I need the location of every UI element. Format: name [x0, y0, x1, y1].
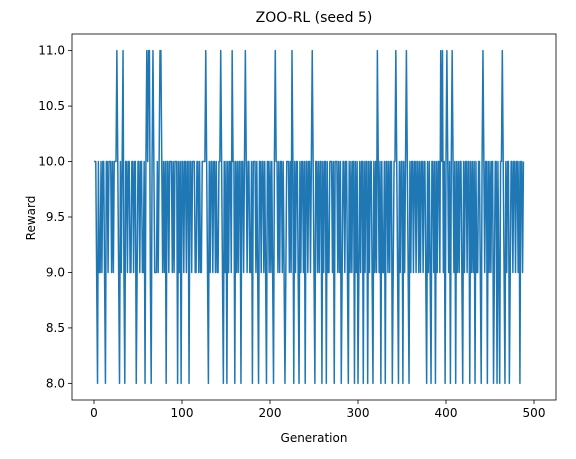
y-tick-label: 10.5 — [38, 99, 65, 113]
x-tick-label: 400 — [435, 406, 458, 420]
chart-title: ZOO-RL (seed 5) — [256, 10, 373, 26]
x-tick-label: 300 — [347, 406, 370, 420]
y-tick-label: 11.0 — [38, 44, 65, 58]
y-tick-label: 8.0 — [46, 376, 65, 390]
x-tick-label: 100 — [171, 406, 194, 420]
y-tick-label: 9.0 — [46, 265, 65, 279]
y-tick-label: 10.0 — [38, 155, 65, 169]
y-axis-label: Reward — [24, 196, 38, 241]
x-tick-label: 0 — [90, 406, 98, 420]
y-tick-label: 8.5 — [46, 321, 65, 335]
x-tick-label: 200 — [259, 406, 282, 420]
x-tick-label: 500 — [523, 406, 546, 420]
y-tick-label: 9.5 — [46, 210, 65, 224]
x-axis-label: Generation — [281, 431, 348, 445]
